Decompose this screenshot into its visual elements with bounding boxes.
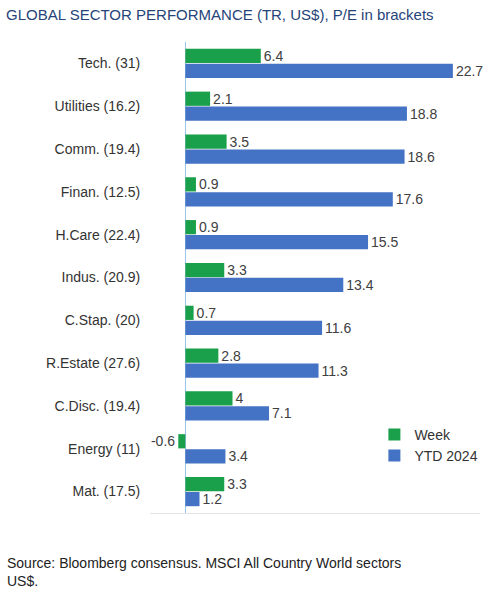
svg-text:3.3: 3.3 [227, 262, 247, 278]
svg-text:3.4: 3.4 [228, 448, 248, 464]
svg-text:YTD 2024: YTD 2024 [414, 448, 477, 464]
svg-text:-0.6: -0.6 [151, 433, 175, 449]
svg-text:Week: Week [414, 427, 451, 443]
svg-text:18.6: 18.6 [408, 149, 435, 165]
svg-text:Tech. (31): Tech. (31) [78, 55, 140, 71]
svg-text:Indus. (20.9): Indus. (20.9) [62, 269, 141, 285]
svg-text:7.1: 7.1 [272, 405, 292, 421]
svg-text:C.Disc. (19.4): C.Disc. (19.4) [55, 398, 141, 414]
svg-text:4: 4 [236, 390, 244, 406]
svg-text:11.3: 11.3 [322, 363, 348, 379]
svg-text:Mat. (17.5): Mat. (17.5) [72, 483, 140, 499]
svg-text:R.Estate (27.6): R.Estate (27.6) [46, 355, 140, 371]
svg-text:6.4: 6.4 [264, 48, 284, 64]
svg-text:22.7: 22.7 [456, 63, 483, 79]
svg-text:Utilities (16.2): Utilities (16.2) [55, 98, 141, 114]
svg-text:Energy (11): Energy (11) [68, 441, 140, 457]
svg-text:Source: Bloomberg consensus. M: Source: Bloomberg consensus. MSCI All Co… [7, 555, 401, 589]
svg-text:0.7: 0.7 [197, 305, 217, 321]
svg-text:15.5: 15.5 [371, 234, 398, 250]
svg-text:17.6: 17.6 [396, 191, 423, 207]
svg-text:C.Stap. (20): C.Stap. (20) [65, 312, 140, 328]
svg-text:3.5: 3.5 [230, 134, 250, 150]
svg-text:GLOBAL SECTOR PERFORMANCE (TR,: GLOBAL SECTOR PERFORMANCE (TR, US$), P/E… [6, 6, 434, 23]
svg-text:0.9: 0.9 [199, 219, 219, 235]
svg-text:Comm. (19.4): Comm. (19.4) [55, 141, 141, 157]
svg-text:0.9: 0.9 [199, 176, 219, 192]
svg-text:2.1: 2.1 [213, 91, 233, 107]
svg-text:11.6: 11.6 [325, 320, 351, 336]
svg-text:Finan. (12.5): Finan. (12.5) [61, 184, 140, 200]
svg-text:18.8: 18.8 [410, 106, 437, 122]
svg-text:1.2: 1.2 [203, 491, 223, 507]
svg-text:13.4: 13.4 [346, 277, 373, 293]
svg-text:H.Care (22.4): H.Care (22.4) [55, 227, 140, 243]
svg-text:2.8: 2.8 [221, 348, 241, 364]
svg-text:3.3: 3.3 [227, 476, 247, 492]
